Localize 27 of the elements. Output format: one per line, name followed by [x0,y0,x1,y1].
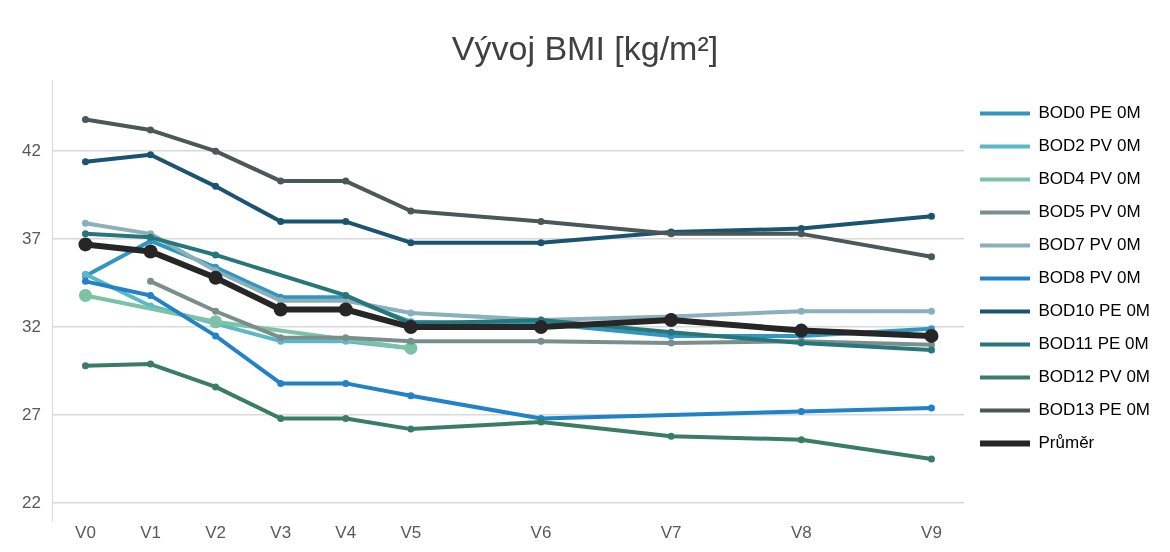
x-tick-label: V0 [75,523,96,543]
y-tick-label: 32 [21,316,41,336]
legend-label: BOD4 PV 0M [1038,169,1141,189]
legend-label: Průměr [1038,433,1095,453]
legend-label: BOD5 PV 0M [1038,202,1141,222]
x-tick-label: V2 [205,523,226,543]
y-tick-label: 27 [21,404,41,424]
legend-label: BOD2 PV 0M [1038,136,1141,156]
legend-label: BOD8 PV 0M [1038,268,1141,288]
x-tick-label: V1 [140,523,161,543]
x-tick-label: V3 [270,523,292,543]
x-tick-label: V8 [790,523,812,543]
legend-label: BOD7 PV 0M [1038,235,1141,255]
legend-label: BOD0 PE 0M [1038,103,1141,123]
y-tick-label: 37 [21,228,41,248]
x-tick-label: V7 [660,523,682,543]
legend-label: BOD11 PE 0M [1038,334,1149,354]
y-tick-label: 22 [21,492,41,512]
x-tick-label: V4 [335,523,357,543]
legend-label: BOD13 PE 0M [1038,400,1151,420]
x-tick-label: V6 [530,523,552,543]
legend-label: BOD10 PE 0M [1038,301,1151,321]
x-tick-label: V9 [921,523,942,543]
chart-title: Vývoj BMI [kg/m²] [451,28,719,67]
x-tick-label: V5 [400,523,422,543]
y-tick-label: 42 [21,140,41,160]
legend-label: BOD12 PV 0M [1038,367,1151,387]
